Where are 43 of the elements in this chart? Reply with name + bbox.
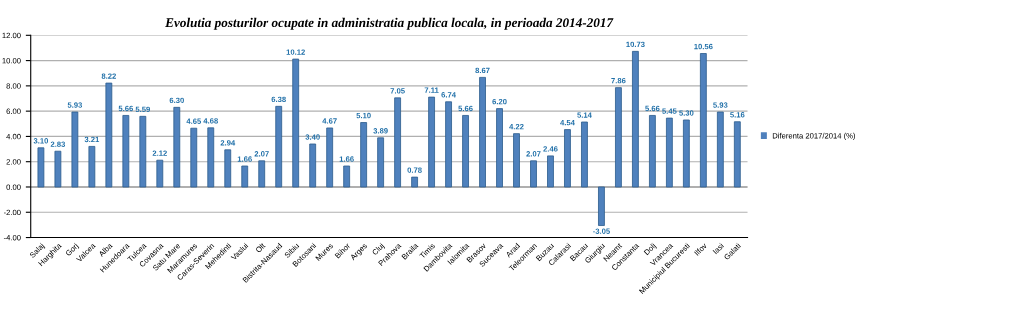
bar: [309, 143, 317, 188]
bar: [394, 97, 402, 188]
bar: [173, 106, 181, 188]
bar: [530, 160, 537, 188]
bar: [224, 149, 232, 188]
bar: [428, 96, 435, 188]
bar: [190, 127, 198, 188]
bar: [71, 111, 79, 188]
bar: [275, 105, 283, 188]
bar: [326, 127, 334, 188]
bar: [462, 115, 469, 188]
bar: [360, 122, 368, 188]
bar: [564, 129, 571, 188]
bar: [699, 53, 707, 188]
bar: [241, 165, 249, 188]
bar: [649, 115, 656, 188]
bar: [581, 121, 588, 188]
bar: [37, 147, 45, 188]
bar: [377, 137, 385, 188]
bar: [632, 50, 639, 188]
bar: [479, 76, 486, 188]
bar: [598, 186, 605, 226]
bar: [682, 119, 690, 188]
bar: [716, 111, 724, 188]
bar: [54, 150, 62, 188]
bar: [88, 145, 96, 188]
bar: [292, 58, 300, 188]
bar: [156, 159, 164, 188]
bar: [122, 115, 130, 188]
bar: [445, 101, 452, 188]
bar: [258, 160, 266, 188]
bar: [547, 155, 554, 188]
bar: [207, 127, 215, 188]
bar: [615, 87, 622, 188]
bar: [139, 115, 147, 188]
bar: [513, 133, 520, 188]
chart-title: Evolutia posturilor ocupate in administratia publica locala, in perioada 2014-2017: [165, 17, 614, 30]
bar: [105, 82, 113, 188]
bar: [733, 121, 741, 188]
bar: [665, 117, 673, 188]
bar: [496, 108, 503, 188]
bar: [343, 165, 351, 188]
bar: [411, 176, 418, 188]
